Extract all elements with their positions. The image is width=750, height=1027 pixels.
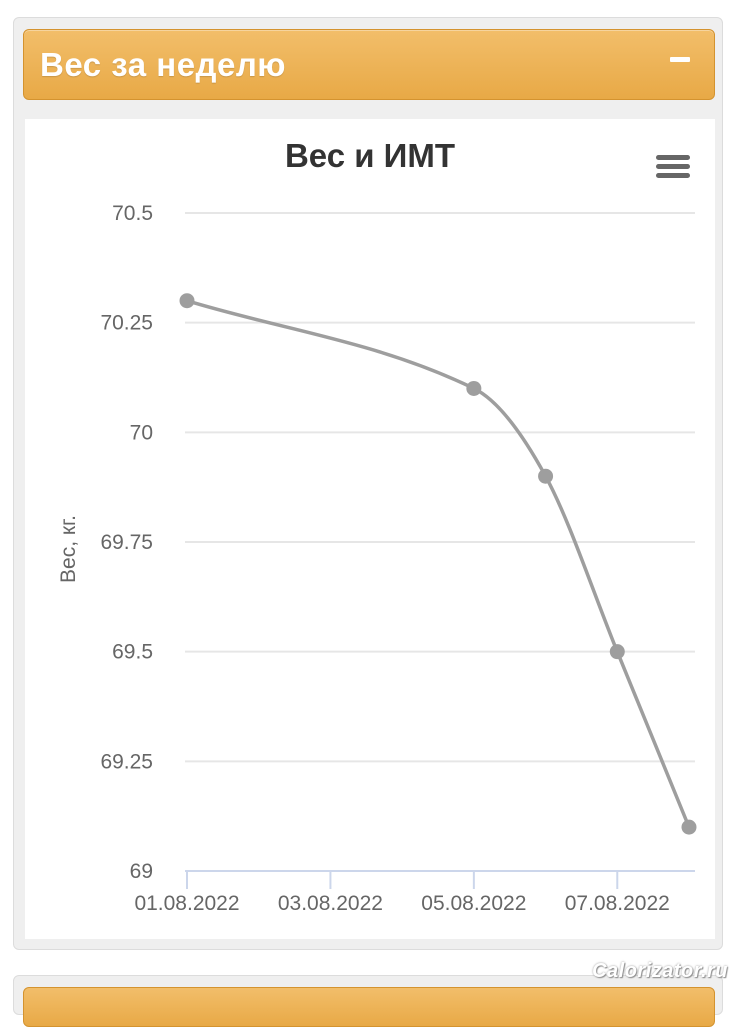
hamburger-menu-icon[interactable] — [655, 153, 691, 187]
chart-container: Вес и ИМТ 69 69.25 69.5 69.75 70 70.25 70.5 01… — [25, 119, 715, 939]
data-point[interactable] — [179, 293, 195, 309]
data-points — [179, 293, 697, 835]
y-tick-label: 69 — [130, 860, 153, 883]
panel-title: Вес за неделю — [40, 46, 286, 83]
x-tick-label: 05.08.2022 — [421, 892, 526, 915]
chart-title: Вес и ИМТ — [285, 137, 455, 174]
watermark-text: Calorizator.ru — [592, 960, 728, 982]
grid-lines — [185, 212, 695, 763]
x-tick-label: 03.08.2022 — [278, 892, 383, 915]
minus-icon[interactable] — [670, 57, 690, 62]
x-tick-label: 01.08.2022 — [134, 892, 239, 915]
y-tick-label: 70.5 — [112, 202, 153, 225]
y-tick-label: 69.25 — [100, 750, 153, 773]
series-line — [185, 298, 691, 829]
y-axis-title: Вес, кг. — [57, 515, 80, 583]
data-point[interactable] — [609, 644, 625, 660]
y-tick-label: 70 — [130, 421, 153, 444]
panel-header[interactable]: Вес за неделю — [23, 29, 715, 100]
y-tick-label: 69.5 — [112, 641, 153, 664]
data-point[interactable] — [538, 468, 554, 484]
weight-panel: Вес за неделю Вес и ИМТ 69 69.25 69.5 69.75… — [13, 17, 723, 950]
data-point[interactable] — [466, 380, 482, 396]
data-point[interactable] — [681, 819, 697, 835]
y-axis-ticks: 69 69.25 69.5 69.75 70 70.25 70.5 — [100, 202, 153, 883]
x-axis: 01.08.2022 03.08.2022 05.08.2022 07.08.2022 — [134, 870, 695, 915]
weight-chart: Вес и ИМТ 69 69.25 69.5 69.75 70 70.25 70.5 01… — [57, 137, 697, 915]
y-tick-label: 69.75 — [100, 531, 153, 554]
y-tick-label: 70.25 — [100, 312, 153, 335]
x-tick-label: 07.08.2022 — [565, 892, 670, 915]
second-panel-header[interactable] — [23, 987, 715, 1027]
